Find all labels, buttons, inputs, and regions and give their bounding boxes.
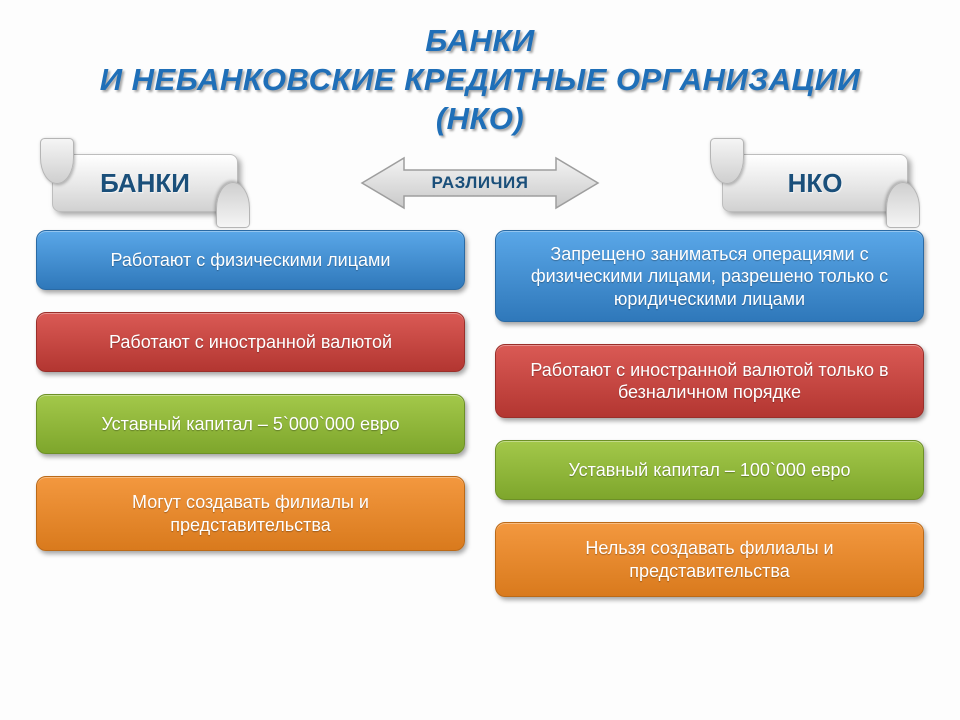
differences-arrow: РАЗЛИЧИЯ <box>360 154 600 212</box>
slide-title: БАНКИ И НЕБАНКОВСКИЕ КРЕДИТНЫЕ ОРГАНИЗАЦ… <box>0 0 960 148</box>
pill-text: Работают с иностранной валютой <box>109 331 392 354</box>
comparison-pill-orange: Нельзя создавать филиалы и представитель… <box>495 522 924 597</box>
pill-text: Уставный капитал – 100`000 евро <box>568 459 850 482</box>
comparison-pill-red: Работают с иностранной валютой <box>36 312 465 372</box>
right-label-text: НКО <box>788 168 843 199</box>
comparison-pill-blue: Работают с физическими лицами <box>36 230 465 290</box>
left-column: Работают с физическими лицами Работают с … <box>36 230 465 597</box>
comparison-pill-blue: Запрещено заниматься операциями с физиче… <box>495 230 924 322</box>
title-line-3: (НКО) <box>40 100 920 139</box>
right-column: Запрещено заниматься операциями с физиче… <box>495 230 924 597</box>
title-line-1: БАНКИ <box>40 22 920 61</box>
comparison-pill-green: Уставный капитал – 100`000 евро <box>495 440 924 500</box>
pill-text: Запрещено заниматься операциями с физиче… <box>514 243 905 311</box>
right-scroll-label: НКО <box>722 154 908 212</box>
comparison-pill-orange: Могут создавать филиалы и представительс… <box>36 476 465 551</box>
left-scroll-label: БАНКИ <box>52 154 238 212</box>
scroll-curl-icon <box>886 182 920 228</box>
comparison-columns: Работают с физическими лицами Работают с … <box>0 230 960 597</box>
header-row: БАНКИ РАЗЛИЧИЯ НКО <box>0 148 960 230</box>
left-label-text: БАНКИ <box>100 168 190 199</box>
title-line-2: И НЕБАНКОВСКИЕ КРЕДИТНЫЕ ОРГАНИЗАЦИИ <box>40 61 920 100</box>
pill-text: Могут создавать филиалы и представительс… <box>55 491 446 536</box>
pill-text: Уставный капитал – 5`000`000 евро <box>101 413 399 436</box>
pill-text: Работают с иностранной валютой только в … <box>514 359 905 404</box>
scroll-curl-icon <box>216 182 250 228</box>
comparison-pill-red: Работают с иностранной валютой только в … <box>495 344 924 418</box>
pill-text: Нельзя создавать филиалы и представитель… <box>514 537 905 582</box>
comparison-pill-green: Уставный капитал – 5`000`000 евро <box>36 394 465 454</box>
center-label-text: РАЗЛИЧИЯ <box>432 173 529 193</box>
pill-text: Работают с физическими лицами <box>111 249 391 272</box>
